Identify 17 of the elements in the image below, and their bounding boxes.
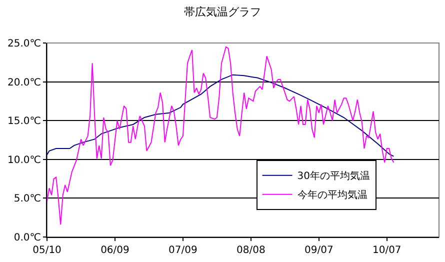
x-tick-label: 07/09: [168, 245, 198, 256]
y-tick-label: 20.0℃: [8, 77, 41, 88]
x-tick-label: 08/08: [236, 245, 266, 256]
x-tick-label: 05/10: [32, 245, 62, 256]
y-tick-label: 15.0℃: [8, 116, 41, 128]
x-tick-label: 06/09: [100, 245, 130, 256]
line-series: [47, 74, 394, 157]
line-series: [47, 46, 394, 226]
y-tick-label: 10.0℃: [8, 154, 41, 166]
x-tick-label: 09/07: [304, 245, 334, 256]
legend-label: 30年の平均気温: [297, 170, 370, 182]
chart-title: 帯広気温グラフ: [184, 6, 261, 19]
y-tick-label: 5.0℃: [14, 194, 41, 205]
y-tick-label: 0.0℃: [14, 232, 41, 244]
x-tick-label: 10/07: [372, 245, 402, 256]
y-tick-label: 25.0℃: [8, 38, 41, 50]
legend-label: 今年の平均気温: [297, 189, 368, 202]
